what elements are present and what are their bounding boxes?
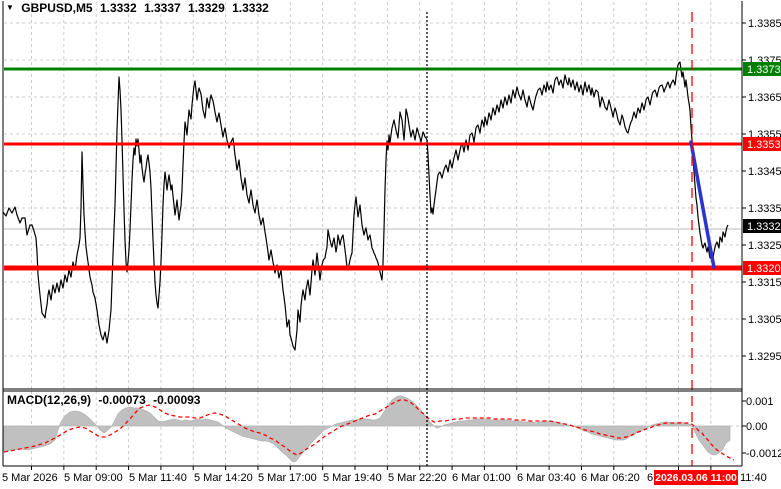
current-price-label-box [743,219,781,233]
ohlc-open: 1.3332 [99,1,137,15]
time-axis-label: 6 Mar 03:40 [517,472,576,484]
time-axis-label: 5 Mar 19:40 [323,472,382,484]
trend-line[interactable] [689,140,716,269]
ohlc-low: 1.3329 [188,1,225,15]
macd-indicator-label: MACD(12,26,9) -0.00073 -0.00093 [7,393,204,407]
time-axis-label: 5 Mar 11:40 [129,472,187,484]
price-axis-label: 1.3335 [748,203,781,215]
collapse-arrow-icon[interactable]: ▼ [6,3,14,12]
time-axis-label: 5 Mar 09:00 [64,472,123,484]
chart-title: ▼ GBPUSD,M5 1.3332 1.3337 1.3329 1.3332 [6,1,273,15]
ohlc-high: 1.3337 [144,1,181,15]
macd-name: MACD(12,26,9) [7,393,92,407]
price-axis-label: 1.3385 [748,18,781,30]
macd-axis-label: 0.001 [746,396,774,408]
macd-signal-line [3,399,735,461]
highlighted-time-label: 2026.03.06 11:00 [655,472,737,484]
price-axis-label: 1.3365 [748,92,781,104]
macd-signal-value: -0.00093 [153,393,201,407]
price-axis-label: 1.3325 [748,240,781,252]
time-axis-label: 6 Mar 01:00 [452,472,511,484]
price-axis-label: 1.3305 [748,314,781,326]
level-price-label-1.3353-box [743,137,781,151]
level-price-label-1.3373: 1.3373 [747,64,781,76]
time-axis-label: 11:40 [740,472,767,484]
level-price-label-1.3353: 1.3353 [747,139,781,151]
ohlc-close: 1.3332 [232,1,269,15]
macd-main-value: -0.00073 [98,393,146,407]
level-price-label-1.3320: 1.3320 [747,263,781,275]
price-axis-label: 1.3345 [748,166,781,178]
price-axis-label: 1.3295 [748,351,781,363]
current-price-label: 1.3332 [747,221,781,233]
highlighted-time-box [654,470,738,485]
time-axis-label: 5 Mar 17:00 [258,472,317,484]
macd-axis-label: -0.00123 [746,448,781,460]
time-axis-label: 5 Mar 22:20 [388,472,447,484]
time-axis-label: 6 Mar 06:20 [581,472,640,484]
time-axis-label: 5 Mar 2026 [2,472,58,484]
level-price-label-1.3373-box [743,62,781,76]
time-axis-label: 5 Mar 14:20 [194,472,253,484]
time-axis-label: 6 [647,472,653,484]
symbol-period-label: GBPUSD,M5 [21,1,93,15]
level-price-label-1.3320-box [743,261,781,275]
price-axis-label: 1.3315 [748,277,781,289]
macd-axis-label: 0.00 [746,421,767,433]
macd-histogram [3,395,731,463]
price-line-series [2,61,729,351]
